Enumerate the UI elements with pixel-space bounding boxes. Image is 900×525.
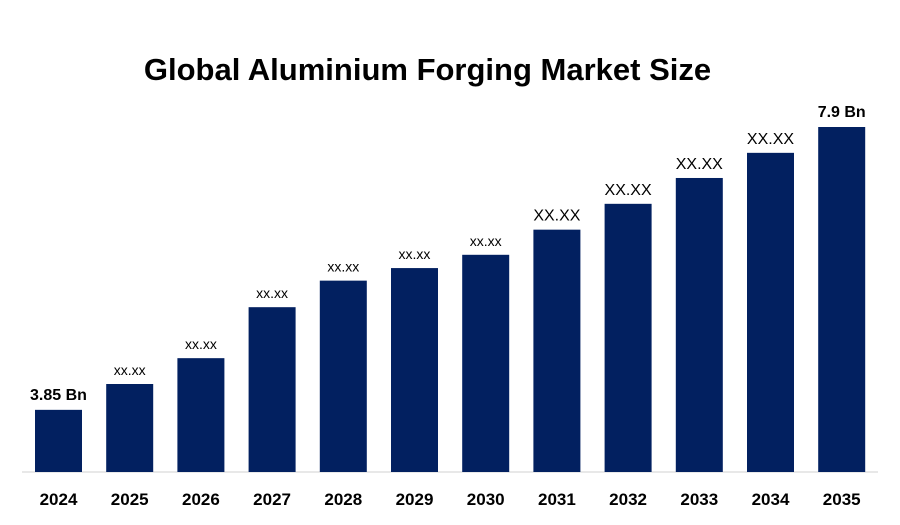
bar-2030 [462, 254, 510, 472]
data-label-2033: XX.XX [676, 156, 723, 173]
bar-2024 [35, 409, 82, 472]
x-tick-label-2033: 2033 [680, 490, 718, 509]
x-tick-label-2026: 2026 [182, 490, 220, 509]
bar-2029 [391, 268, 438, 472]
data-label-2026: xx.xx [185, 336, 217, 352]
data-label-2025: xx.xx [114, 362, 146, 378]
data-label-2029: xx.xx [399, 246, 431, 262]
bar-2032 [604, 203, 652, 472]
x-tick-label-2029: 2029 [396, 490, 434, 509]
bar-2034 [747, 152, 794, 472]
bar-2025 [106, 384, 154, 472]
x-tick-label-2028: 2028 [324, 490, 362, 509]
data-label-2031: XX.XX [533, 208, 580, 225]
data-label-2032: XX.XX [605, 182, 652, 199]
data-label-2034: XX.XX [747, 131, 794, 148]
x-tick-label-2025: 2025 [111, 490, 149, 509]
bar-2028 [319, 280, 367, 472]
data-label-2024: 3.85 Bn [30, 387, 87, 404]
data-label-2035: 7.9 Bn [818, 104, 866, 121]
x-tick-label-2027: 2027 [253, 490, 291, 509]
x-tick-label-2035: 2035 [823, 490, 861, 509]
data-label-2027: xx.xx [256, 285, 288, 301]
x-tick-label-2024: 2024 [40, 490, 78, 509]
chart-title: Global Aluminium Forging Market Size [143, 52, 712, 87]
data-label-2028: xx.xx [327, 259, 359, 275]
bar-2031 [533, 229, 581, 472]
data-label-2030: xx.xx [470, 233, 502, 249]
bar-2027 [248, 307, 296, 472]
bar-2026 [177, 358, 225, 472]
x-tick-label-2032: 2032 [609, 490, 647, 509]
bar-2035 [818, 127, 866, 472]
bar-2033 [675, 177, 723, 472]
x-tick-label-2031: 2031 [538, 490, 576, 509]
x-tick-label-2034: 2034 [752, 490, 790, 509]
x-tick-label-2030: 2030 [467, 490, 505, 509]
